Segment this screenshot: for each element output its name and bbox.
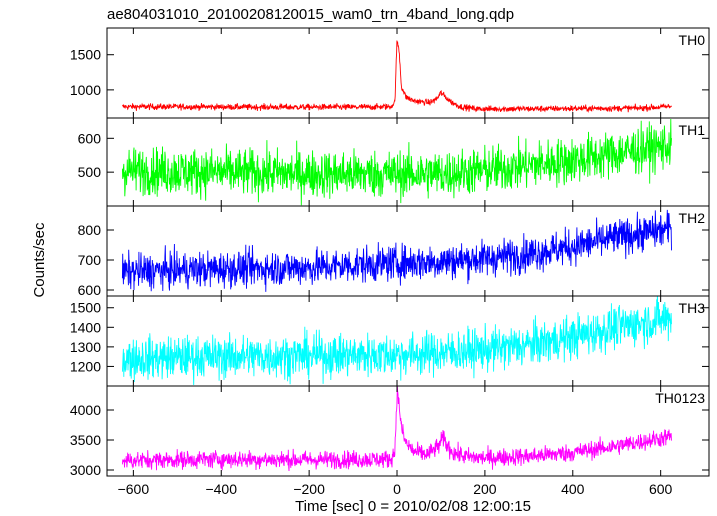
series-th2-line [121,209,672,292]
x-tick-label: 400 [561,481,585,497]
y-tick-label: 1500 [70,300,101,316]
y-tick-label: 3500 [70,432,101,448]
panel-th1: 500 600 TH1 [78,117,710,207]
panel-th0: 1000 1500 TH0 [70,27,710,119]
y-tick-label: 1500 [70,47,101,63]
y-tick-label: 1400 [70,319,101,335]
x-tick-label: 600 [649,481,673,497]
y-tick-label: 700 [78,252,102,268]
series-th0123-line [121,386,672,472]
series-th3-line [121,296,672,386]
y-tick-label: 500 [78,164,102,180]
panel-th0123: 3000 3500 4000 TH0123 [70,385,710,478]
y-tick-label: 4000 [70,402,101,418]
y-tick-label: 600 [78,282,102,298]
x-axis-label: Time [sec] 0 = 2010/02/08 12:00:15 [295,498,531,515]
x-tick-label: −400 [205,481,237,497]
panels-group: 1000 1500 TH0 500 600 TH1 600 700 800 TH2 1200 1300… [70,27,710,478]
y-tick-label: 1200 [70,358,101,374]
x-tick-label: 0 [393,481,401,497]
series-th0-line [122,40,672,113]
chart-title: ae804031010_20100208120015_wam0_trn_4ban… [107,6,514,23]
x-tick-label: −200 [293,481,325,497]
x-axis: −600 −400 −200 0 200 400 600 [118,481,673,497]
y-axis-label: Counts/sec [31,222,48,298]
panel-label: TH3 [679,300,706,316]
panel-label: TH0 [679,32,706,48]
y-tick-label: 1000 [70,82,101,98]
y-tick-label: 600 [78,130,102,146]
panel-th2: 600 700 800 TH2 [78,205,710,298]
y-tick-label: 1300 [70,339,101,355]
x-tick-label: 200 [473,481,497,497]
panel-th3: 1200 1300 1400 1500 TH3 [70,295,710,387]
y-tick-label: 800 [78,222,102,238]
x-tick-label: −600 [118,481,150,497]
panel-frame [106,27,710,119]
panel-frame [106,385,710,477]
panel-label: TH2 [679,210,706,226]
y-tick-label: 3000 [70,462,101,478]
panel-label: TH0123 [655,390,705,406]
panel-label: TH1 [679,122,706,138]
series-th1-line [121,118,672,206]
